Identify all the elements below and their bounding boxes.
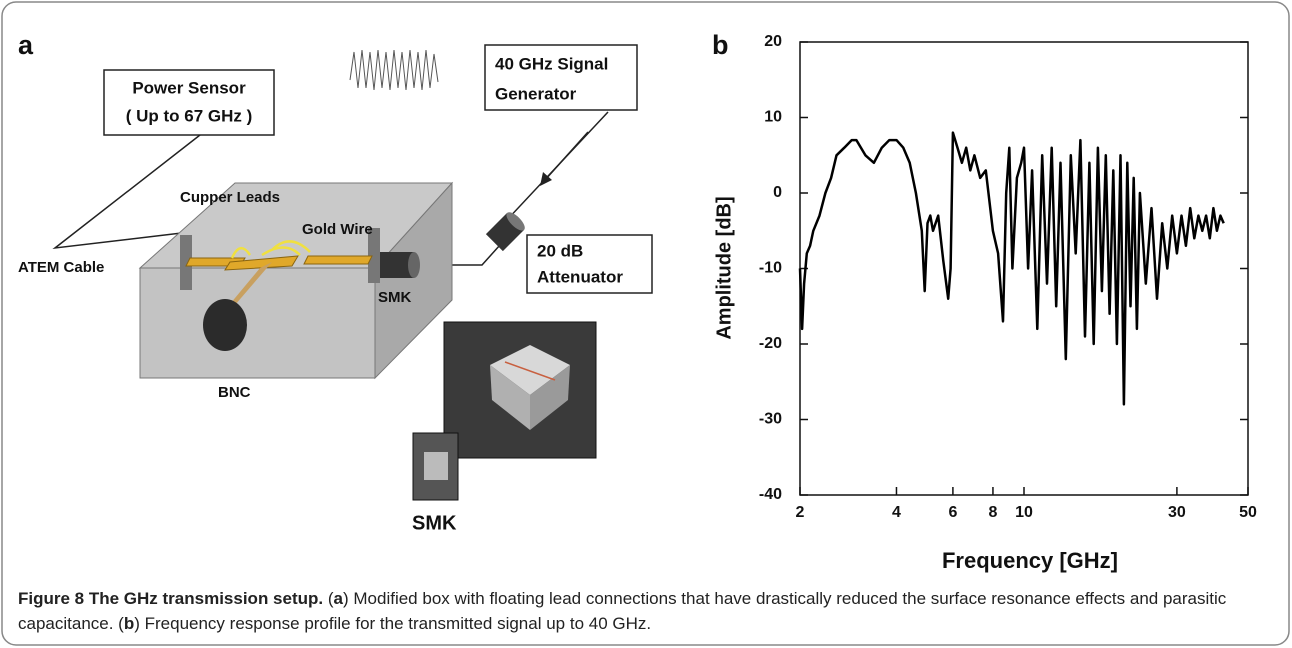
photo-box <box>490 365 530 430</box>
caption-ref: b <box>123 614 135 633</box>
power-sensor-box <box>103 69 275 136</box>
x-tick-label: 10 <box>1015 504 1033 521</box>
caption-text: ) Frequency response profile for the tra… <box>134 614 652 633</box>
data-line <box>798 131 1225 406</box>
y-tick-label: -30 <box>759 411 782 428</box>
y-tick-label: 20 <box>764 33 782 50</box>
gold-wire <box>230 240 311 259</box>
gold-strip <box>303 255 373 265</box>
y-tick-label: -20 <box>759 335 782 352</box>
box-label: Attenuator <box>537 267 623 286</box>
photo-box <box>490 345 570 395</box>
caption: Figure 8 The GHz transmission setup. (a)… <box>18 586 1268 636</box>
box-label: Generator <box>495 84 577 103</box>
lead-mount <box>368 228 380 283</box>
panel-label: a <box>18 30 34 60</box>
x-tick-label: 8 <box>988 504 997 521</box>
diagram-label: Cupper Leads <box>180 189 280 206</box>
y-tick-label: -40 <box>759 486 782 503</box>
diagram-label: SMK <box>378 289 412 306</box>
gold-strip <box>225 262 272 310</box>
x-tick-label: 30 <box>1168 504 1186 521</box>
lead-mount <box>180 235 192 290</box>
smk-connector <box>408 252 420 278</box>
box-label: Power Sensor <box>132 78 246 97</box>
x-tick-label: 6 <box>948 504 957 521</box>
plot-frame <box>799 41 1249 496</box>
photo-label: SMK <box>412 512 457 534</box>
x-tick-label: 2 <box>796 504 805 521</box>
box-label: 40 GHz Signal <box>495 54 608 73</box>
cable <box>52 134 201 250</box>
box-label: 20 dB <box>537 241 583 260</box>
box-label: ( Up to 67 GHz ) <box>126 106 253 125</box>
y-tick-label: -10 <box>759 260 782 277</box>
attenuator-box <box>526 234 653 294</box>
wave <box>349 49 439 91</box>
y-tick-label: 0 <box>773 184 782 201</box>
arrow <box>544 131 589 181</box>
x-tick-label: 4 <box>892 504 901 521</box>
x-tick-label: 50 <box>1239 504 1257 521</box>
photo-wire <box>504 361 556 381</box>
y-axis-label: Amplitude [dB] <box>713 196 735 339</box>
arrow-head <box>540 172 552 186</box>
caption-title: Figure 8 The GHz transmission setup. <box>18 589 324 608</box>
diagram-label: ATEM Cable <box>18 259 104 276</box>
bnc-connector <box>203 299 247 351</box>
x-axis-label: Frequency [GHz] <box>942 548 1118 573</box>
gold-strip <box>224 255 299 271</box>
y-tick-label: 10 <box>764 109 782 126</box>
box-front <box>139 267 376 379</box>
diagram-label: BNC <box>218 384 251 401</box>
caption-ref: a <box>333 589 343 608</box>
caption-text: ) Modified box with floating lead connec… <box>18 589 1227 633</box>
generator-box <box>484 44 638 111</box>
panel-label: b <box>712 30 729 60</box>
diagram-label: Gold Wire <box>302 221 373 238</box>
photo-connector <box>424 452 448 480</box>
photo-box <box>530 365 570 430</box>
caption-text: ( <box>327 589 334 608</box>
attenuator <box>485 212 525 252</box>
